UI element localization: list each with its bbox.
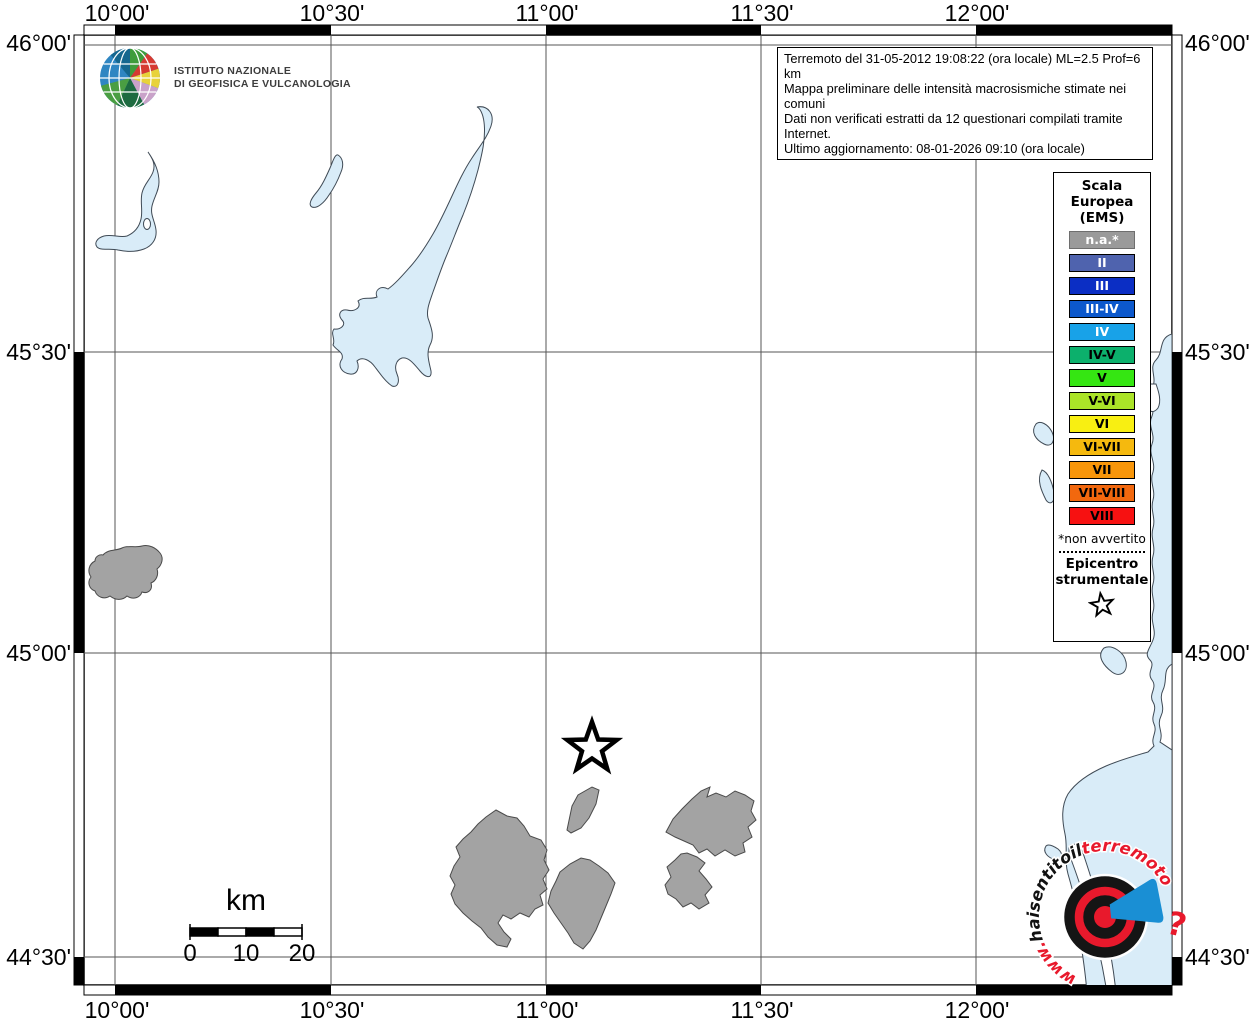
- axis-label-left-2: 45°00': [6, 640, 71, 666]
- legend-chip-II: II: [1069, 254, 1135, 272]
- axis-label-bottom-1: 10°30': [299, 997, 365, 1023]
- lake-idro: [309, 154, 344, 208]
- legend-chip-VI: VI: [1069, 415, 1135, 433]
- logo-beam-icon: [1109, 878, 1164, 923]
- axis-label-top-0: 10°00': [84, 0, 150, 26]
- axis-label-left-3: 44°30': [6, 944, 71, 970]
- legend-star-icon: [1088, 590, 1116, 618]
- scale-bar: [189, 924, 303, 940]
- axis-label-bottom-4: 12°00': [944, 997, 1010, 1023]
- legend-chip-III: III: [1069, 277, 1135, 295]
- coast-cape: [1158, 663, 1172, 751]
- axis-label-right-3: 44°30': [1185, 944, 1250, 970]
- event-info-line1: Terremoto del 31-05-2012 19:08:22 (ora l…: [784, 51, 1141, 81]
- legend-chip-n.a.*: n.a.*: [1069, 231, 1135, 249]
- legend-epicenter-line2: strumentale: [1055, 572, 1149, 588]
- legend-title-line2: Europea: [1070, 194, 1134, 210]
- legend-divider: [1059, 551, 1145, 553]
- axis-label-top-1: 10°30': [299, 0, 365, 26]
- legend-chip-IV: IV: [1069, 323, 1135, 341]
- intensity-legend: Scala Europea (EMS) n.a.* II III III-IV IV IV…: [1053, 172, 1151, 642]
- epicenter-star: [560, 715, 624, 775]
- monte-isola-island: [143, 218, 151, 230]
- legend-title-line3: (EMS): [1079, 210, 1125, 226]
- axis-label-bottom-0: 10°00': [84, 997, 150, 1023]
- event-info-line2: Mappa preliminare delle intensità macros…: [784, 81, 1127, 111]
- axis-label-right-1: 45°30': [1185, 339, 1250, 365]
- legend-chip-VII-VIII: VII-VIII: [1069, 484, 1135, 502]
- event-info-line3: Dati non verificati estratti da 12 quest…: [784, 111, 1123, 141]
- lake-garda: [332, 106, 493, 387]
- logo-text-www: www.: [1029, 939, 1079, 990]
- legend-chip-VIII: VIII: [1069, 507, 1135, 525]
- axis-label-top-4: 12°00': [944, 0, 1010, 26]
- legend-chip-VII: VII: [1069, 461, 1135, 479]
- event-info-line4: Ultimo aggiornamento: 08-01-2026 09:10 (…: [784, 141, 1085, 156]
- lake-iseo: [95, 151, 160, 252]
- axis-label-bottom-3: 11°30': [730, 997, 794, 1023]
- axis-label-top-3: 11°30': [730, 0, 794, 26]
- haisentitoilterremoto-logo: ? www.haisentitoilterremoto.it: [1005, 825, 1190, 992]
- axis-label-bottom-2: 11°00': [515, 997, 579, 1023]
- adriatic-sea: [1062, 333, 1172, 985]
- legend-epicenter-line1: Epicentro: [1065, 556, 1139, 572]
- axis-label-right-2: 45°00': [1185, 640, 1250, 666]
- legend-chip-V-VI: V-VI: [1069, 392, 1135, 410]
- scalebar-tick-0: 0: [183, 940, 197, 967]
- legend-title-line1: Scala: [1081, 178, 1123, 194]
- legend-chips: n.a.* II III III-IV IV IV-V V V-VI VI VI-VII VII VI…: [1054, 231, 1150, 525]
- ingv-logo: ISTITUTO NAZIONALE DI GEOFISICA E VULCAN…: [98, 46, 351, 110]
- axis-label-left-1: 45°30': [6, 339, 71, 365]
- scalebar-unit: km: [226, 884, 266, 917]
- coastal-ponds: [1033, 421, 1127, 861]
- scalebar-tick-10: 10: [232, 940, 260, 967]
- legend-chip-V: V: [1069, 369, 1135, 387]
- ingv-title-line1: ISTITUTO NAZIONALE: [174, 64, 292, 77]
- legend-chip-IV-V: IV-V: [1069, 346, 1135, 364]
- legend-chip-III-IV: III-IV: [1069, 300, 1135, 318]
- logo-question-mark: ?: [1163, 904, 1190, 945]
- axis-label-top-2: 11°00': [515, 0, 579, 26]
- map-border: [83, 34, 1173, 986]
- ingv-globe-icon: [100, 47, 160, 109]
- ingv-title-line2: DI GEOFISICA E VULCANOLOGIA: [174, 78, 351, 90]
- ingv-title: ISTITUTO NAZIONALE DI GEOFISICA E VULCAN…: [174, 65, 351, 92]
- legend-chip-VI-VII: VI-VII: [1069, 438, 1135, 456]
- graticule: [84, 35, 1172, 985]
- legend-footnote: *non avvertito: [1058, 532, 1146, 546]
- legend-title: Scala Europea (EMS): [1054, 178, 1150, 226]
- event-info-box: Terremoto del 31-05-2012 19:08:22 (ora l…: [777, 47, 1153, 160]
- axis-label-left-0: 46°00': [6, 30, 71, 56]
- axis-label-right-0: 46°00': [1185, 30, 1250, 56]
- scalebar-tick-20: 20: [288, 940, 316, 967]
- municipalities-na: [88, 545, 757, 950]
